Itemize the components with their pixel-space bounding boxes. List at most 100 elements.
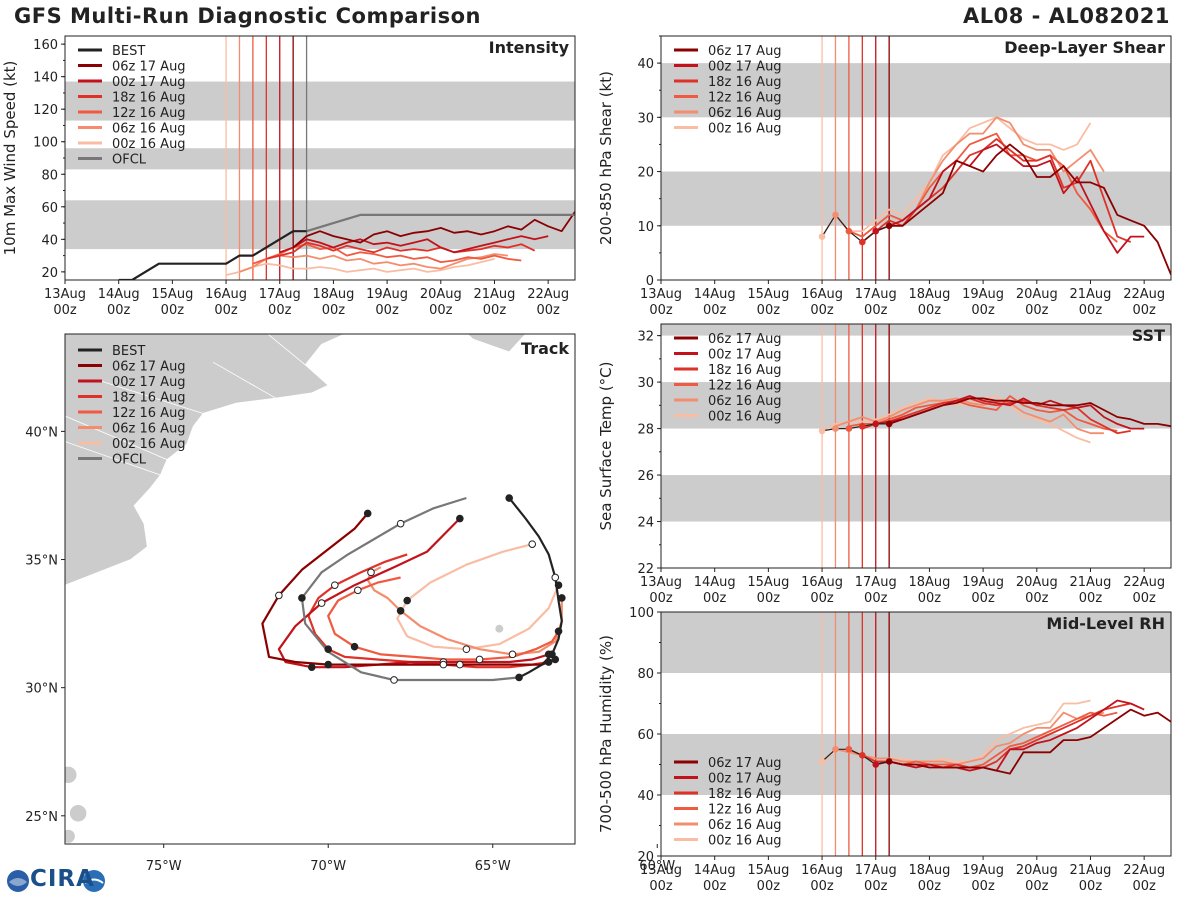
shear-legend-label-00z-16-aug: 00z 16 Aug xyxy=(708,122,782,137)
track-00z-17-aug xyxy=(277,517,550,669)
rh-best-track-point xyxy=(885,758,893,765)
track-marker-06z-17-aug xyxy=(275,591,283,600)
rh-ytick-label: 80 xyxy=(637,667,654,682)
rh-plot-area xyxy=(661,612,1171,856)
shear-xtick-label-hour: 00z xyxy=(703,303,727,318)
track-map-area xyxy=(65,334,566,843)
shear-title: Deep-Layer Shear xyxy=(1004,38,1165,57)
track-legend-label-18z-16-aug: 18z 16 Aug xyxy=(112,391,186,406)
rh-xtick-label-date: 20Aug xyxy=(1016,863,1058,878)
rh-xtick-label-hour: 00z xyxy=(971,879,995,894)
sst-best-track-point xyxy=(885,420,893,428)
shear-xtick-label-hour: 00z xyxy=(971,303,995,318)
intensity-ytick-label: 100 xyxy=(33,136,58,151)
rh-xtick-label-hour: 00z xyxy=(1079,879,1103,894)
track-12z-16-aug xyxy=(327,576,560,661)
rh-xtick-label-date: 21Aug xyxy=(1070,863,1112,878)
intensity-legend-label-12z-16-aug: 12z 16 Aug xyxy=(112,106,186,121)
rh-series-00z-17-aug xyxy=(875,699,1145,772)
intensity-title: Intensity xyxy=(489,38,570,57)
sst-ytick-label: 28 xyxy=(637,423,654,438)
sst-series-06z-16-aug xyxy=(835,397,1104,435)
intensity-shade-band-0 xyxy=(65,200,575,250)
sst-ylabel: Sea Surface Temp (°C) xyxy=(597,361,615,530)
rh-xtick-label-date: 16Aug xyxy=(801,863,843,878)
sst-xtick-label-date: 13Aug xyxy=(640,575,682,590)
intensity-xtick-label-date: 21Aug xyxy=(474,287,516,302)
track-ytick-label: 25°N xyxy=(25,810,58,825)
rh-xtick-label-hour: 00z xyxy=(649,879,673,894)
rh-xtick-label-hour: 00z xyxy=(703,879,727,894)
rh-xtick-label-date: 19Aug xyxy=(962,863,1004,878)
track-marker-18z-16-aug xyxy=(331,581,339,589)
sst-xtick-label-date: 19Aug xyxy=(962,575,1004,590)
sst-ytick-label: 26 xyxy=(637,469,654,484)
rh-xtick-label-date: 15Aug xyxy=(747,863,789,878)
shear-legend-label-06z-16-aug: 06z 16 Aug xyxy=(708,106,782,121)
sst-xtick-label-hour: 00z xyxy=(649,591,673,606)
rh-xtick-label-hour: 00z xyxy=(1025,879,1049,894)
intensity-ytick-label: 140 xyxy=(33,71,58,86)
intensity-xtick-label-hour: 00z xyxy=(161,303,185,318)
intensity-xtick-label-hour: 00z xyxy=(536,303,560,318)
track-marker-best xyxy=(551,573,560,582)
intensity-xtick-label-date: 22Aug xyxy=(527,287,569,302)
track-marker-06z-17-aug xyxy=(551,655,560,664)
panel-rh: 2040608010013Aug00z14Aug00z15Aug00z16Aug… xyxy=(597,606,1172,894)
track-00z-16-aug xyxy=(396,543,560,651)
sst-xtick-label-date: 14Aug xyxy=(694,575,736,590)
track-xtick-label: 60°W xyxy=(639,859,675,874)
sst-best-track-point xyxy=(859,422,866,430)
intensity-legend-label-00z-16-aug: 00z 16 Aug xyxy=(112,137,186,152)
track-marker-00z-16-aug xyxy=(462,645,471,654)
intensity-xtick-label-date: 19Aug xyxy=(366,287,408,302)
intensity-xtick-label-hour: 00z xyxy=(53,303,77,318)
shear-xtick-label-date: 13Aug xyxy=(640,287,682,302)
rh-xtick-label-hour: 00z xyxy=(864,879,888,894)
rh-ytick-label: 40 xyxy=(637,789,654,804)
island xyxy=(495,624,504,633)
sst-series-18z-16-aug xyxy=(862,397,1131,435)
intensity-xtick-label-date: 16Aug xyxy=(205,287,247,302)
rh-series-06z-16-aug xyxy=(835,711,1105,766)
panel-sst: 22242628303213Aug00z14Aug00z15Aug00z16Au… xyxy=(597,323,1172,606)
intensity-legend-label-ofcl: OFCL xyxy=(112,153,147,168)
sst-xtick-label-date: 22Aug xyxy=(1123,575,1165,590)
track-marker-00z-16-aug xyxy=(403,596,411,605)
track-marker-00z-17-aug xyxy=(307,663,316,671)
cira-logo-icon xyxy=(7,870,105,892)
intensity-legend-label-00z-17-aug: 00z 17 Aug xyxy=(112,75,186,90)
shear-best-track-point xyxy=(818,233,826,240)
track-06z-16-aug xyxy=(366,566,563,656)
track-legend-label-12z-16-aug: 12z 16 Aug xyxy=(112,406,186,421)
rh-legend-label-00z-16-aug: 00z 16 Aug xyxy=(708,834,782,849)
track-marker-06z-17-aug xyxy=(363,509,372,518)
track-marker-12z-16-aug xyxy=(350,642,359,651)
shear-best-track-point xyxy=(859,238,866,246)
shear-ytick-label: 20 xyxy=(637,166,654,181)
sst-ytick-label: 32 xyxy=(637,330,654,345)
intensity-xtick-label-date: 20Aug xyxy=(420,287,462,302)
track-marker-06z-17-aug xyxy=(456,660,464,669)
rh-legend-label-06z-16-aug: 06z 16 Aug xyxy=(708,818,782,833)
rh-series-06z-17-aug xyxy=(889,708,1171,775)
intensity-legend-label-06z-17-aug: 06z 17 Aug xyxy=(112,60,186,75)
rh-ylabel: 700-500 hPa Humidity (%) xyxy=(597,635,615,833)
page-title: GFS Multi-Run Diagnostic Comparison xyxy=(14,4,481,28)
shear-xtick-label-date: 22Aug xyxy=(1123,287,1165,302)
shear-xtick-label-date: 20Aug xyxy=(1016,287,1058,302)
rh-legend-label-18z-16-aug: 18z 16 Aug xyxy=(708,787,782,802)
rh-shade-band-1 xyxy=(661,612,1171,673)
shear-xtick-label-hour: 00z xyxy=(649,303,673,318)
track-title: Track xyxy=(521,339,569,358)
intensity-legend-label-18z-16-aug: 18z 16 Aug xyxy=(112,91,186,106)
sst-xtick-label-hour: 00z xyxy=(1025,591,1049,606)
track-marker-18z-16-aug xyxy=(324,645,333,654)
intensity-xtick-label-hour: 00z xyxy=(268,303,292,318)
intensity-series-18z-16-aug xyxy=(266,241,536,260)
track-marker-00z-17-aug xyxy=(317,599,326,607)
rh-xtick-label-date: 14Aug xyxy=(694,863,736,878)
track-ytick-label: 35°N xyxy=(25,554,58,569)
